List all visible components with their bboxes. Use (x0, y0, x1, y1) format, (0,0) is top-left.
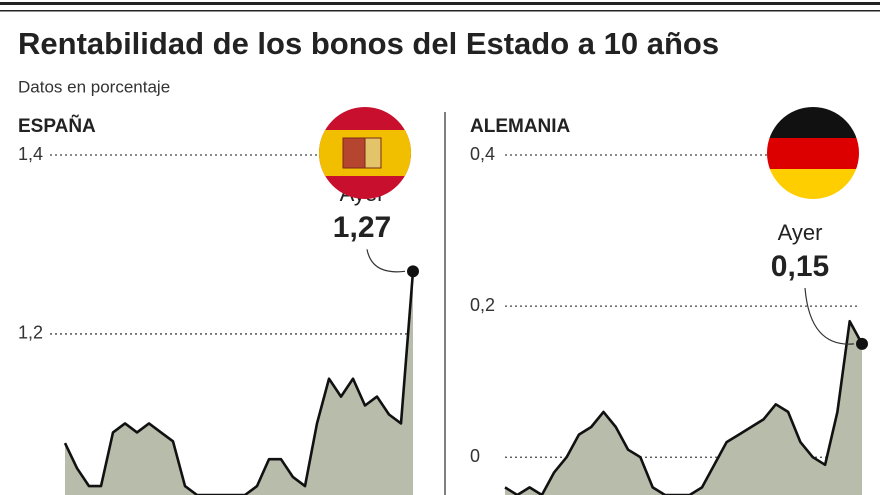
y-tick-label: 0,2 (470, 295, 495, 315)
panel-title: ESPAÑA (18, 115, 96, 137)
spain-flag (319, 107, 411, 199)
last-point (856, 337, 868, 350)
area (505, 321, 862, 495)
line (63, 271, 415, 495)
leader (804, 287, 855, 345)
y-tick-label: 0 (470, 446, 480, 466)
y-tick-label: 1,4 (18, 144, 43, 164)
top-rule (0, 10, 880, 12)
panel-title: ALEMANIA (470, 116, 571, 137)
y-tick-label: 1,2 (18, 323, 43, 343)
annotation-value: 0,15 (771, 250, 829, 283)
annotation-value: 1,27 (333, 211, 391, 244)
y-tick-label: 0,4 (470, 144, 495, 164)
germany-flag (767, 107, 859, 199)
last-point (407, 265, 419, 278)
title: Rentabilidad de los bonos del Estado a 1… (18, 26, 719, 61)
top-rule (0, 2, 880, 5)
annotation: Ayer (778, 220, 823, 245)
charts: ESPAÑA1,41,2Ayer1,27ALEMANIA0,40,20Ayer0… (18, 115, 868, 495)
subtitle: Datos en porcentaje (18, 77, 170, 96)
area (65, 271, 413, 495)
line (504, 319, 864, 495)
leader (366, 249, 406, 273)
